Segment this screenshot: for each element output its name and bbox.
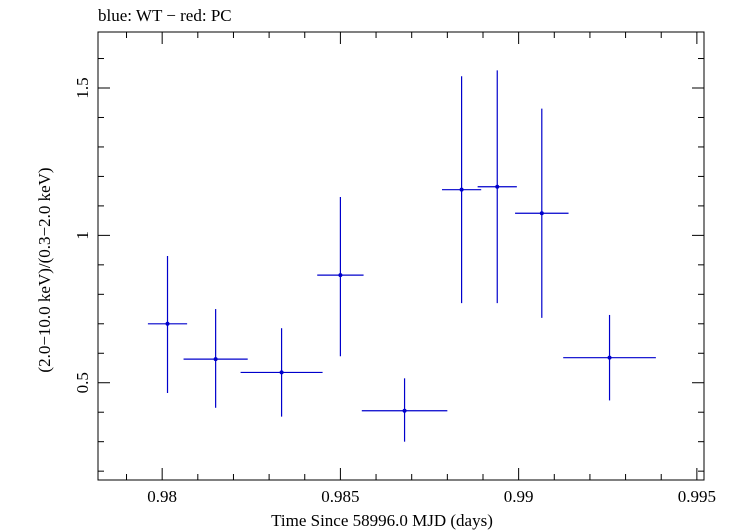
plot-frame <box>97 31 705 481</box>
y-tick-label: 1 <box>73 231 92 240</box>
data-point <box>361 378 448 442</box>
data-point <box>515 108 569 318</box>
y-tick-label: 0.5 <box>73 372 92 393</box>
point-marker <box>213 357 218 362</box>
point-marker <box>607 355 612 360</box>
point-marker <box>165 321 170 326</box>
x-tick-label: 0.99 <box>504 487 534 506</box>
x-tick-label: 0.995 <box>678 487 716 506</box>
point-marker <box>279 370 284 375</box>
data-point <box>240 328 323 417</box>
chart-title: blue: WT − red: PC <box>98 6 232 25</box>
y-tick-label: 1.5 <box>73 77 92 98</box>
x-tick-label: 0.985 <box>321 487 359 506</box>
point-marker <box>495 184 500 189</box>
data-point <box>441 76 482 304</box>
data-point <box>563 314 656 401</box>
data-point <box>317 197 364 357</box>
y-axis-label: (2.0−10.0 keV)/(0.3−2.0 keV) <box>35 167 54 372</box>
data-point <box>477 70 517 304</box>
data-point <box>183 309 248 408</box>
point-marker <box>402 408 407 413</box>
x-tick-label: 0.98 <box>147 487 177 506</box>
data-point <box>147 256 188 394</box>
point-marker <box>539 211 544 216</box>
point-marker <box>459 187 464 192</box>
point-marker <box>338 273 343 278</box>
x-axis-label: Time Since 58996.0 MJD (days) <box>271 511 493 530</box>
